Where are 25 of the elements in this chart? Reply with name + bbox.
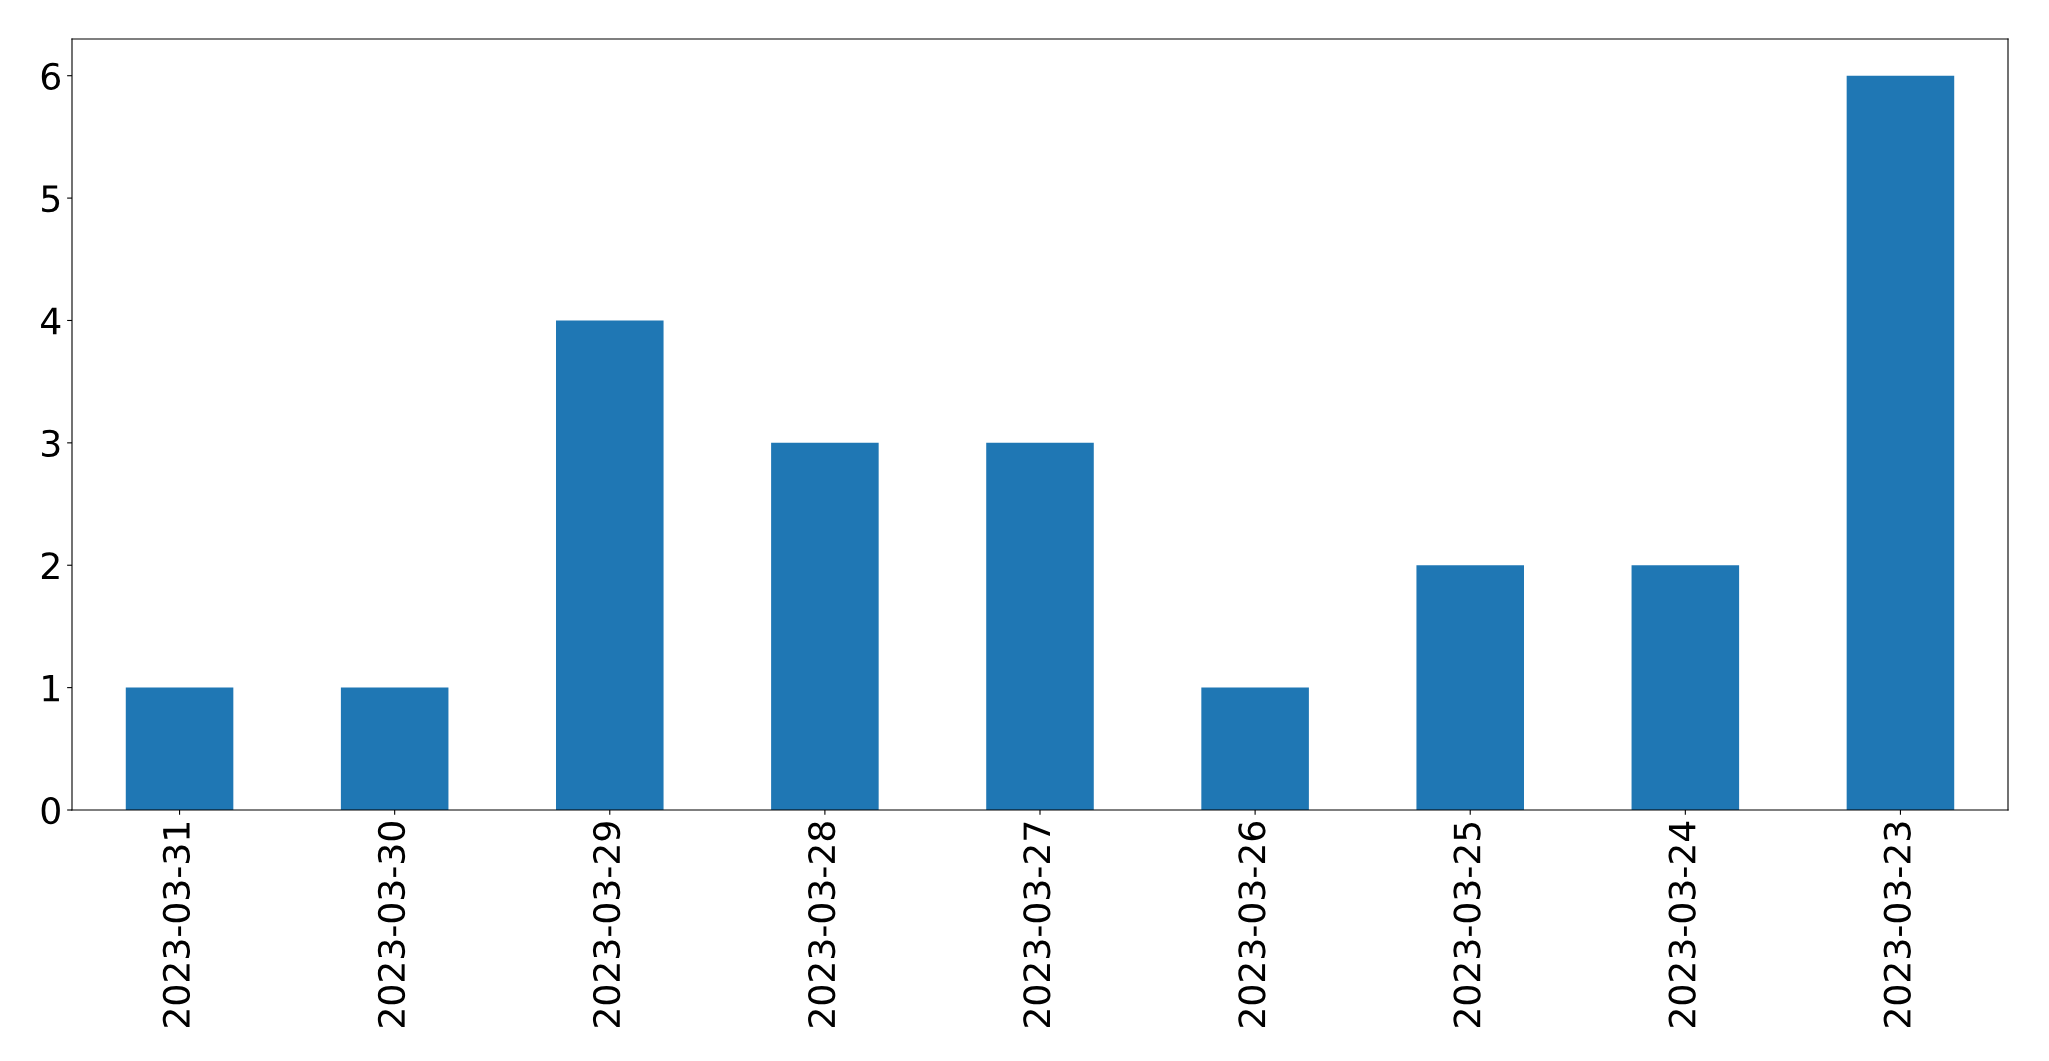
y-tick-label: 0	[41, 796, 60, 825]
x-tick-label: 2023-03-31	[162, 823, 191, 1027]
y-tick-label: 1	[43, 675, 59, 702]
bar	[1631, 565, 1740, 810]
x-tick-label: 2023-03-29	[592, 822, 621, 1027]
bar	[1846, 75, 1955, 810]
x-tick-label: 2023-03-26	[1238, 822, 1266, 1027]
x-tick-label: 2023-03-27	[1023, 822, 1051, 1027]
y-tick-label: 4	[41, 307, 61, 335]
bar	[1416, 565, 1524, 810]
x-tick-label: 2023-03-24	[1668, 821, 1696, 1027]
y-tick-label: 5	[42, 185, 60, 213]
y-tick-label: 6	[41, 62, 60, 90]
bar	[125, 687, 234, 810]
bar	[1201, 687, 1309, 810]
bar	[986, 442, 1094, 810]
y-tick-label: 3	[42, 429, 60, 458]
x-tick-label: 2023-03-28	[808, 822, 836, 1027]
x-tick-label: 2023-03-25	[1453, 822, 1481, 1027]
x-tick-label: 2023-03-23	[1883, 822, 1911, 1027]
bar	[771, 442, 879, 810]
bar	[340, 687, 449, 810]
y-tick-label: 2	[41, 552, 59, 579]
x-tick-label: 2023-03-30	[377, 822, 406, 1027]
bar	[556, 320, 664, 810]
